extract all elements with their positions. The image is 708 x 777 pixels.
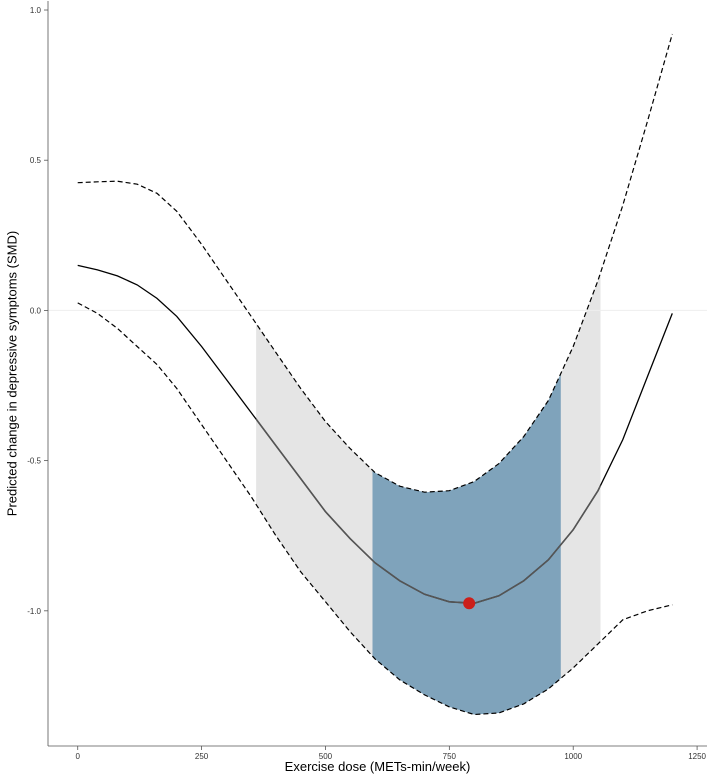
x-tick-label: 750 xyxy=(443,752,457,761)
clinically-meaningful-range-area xyxy=(372,373,561,715)
lower-confidence-bound-line xyxy=(77,302,673,716)
series-lines xyxy=(77,33,673,716)
y-axis-title: Predicted change in depressive symptoms … xyxy=(5,231,20,516)
x-axis-ticks: 0 250 500 750 1000 1250 xyxy=(76,746,707,761)
y-tick-label: 1.0 xyxy=(30,6,42,15)
x-axis-title: Exercise dose (METs-min/week) xyxy=(285,759,471,774)
upper-confidence-bound-line xyxy=(77,33,673,493)
x-tick-label: 1250 xyxy=(688,752,706,761)
y-axis-ticks: 1.0 0.5 0.0 -0.5 -1.0 xyxy=(27,6,48,616)
optimal-dose-point xyxy=(463,597,476,610)
y-tick-label: -0.5 xyxy=(27,457,41,466)
shaded-regions xyxy=(256,272,601,715)
y-tick-label: 0.0 xyxy=(30,306,42,315)
y-tick-label: 0.5 xyxy=(30,156,42,165)
x-tick-label: 0 xyxy=(76,752,81,761)
axes xyxy=(47,1,707,747)
x-tick-label: 500 xyxy=(319,752,333,761)
x-tick-label: 250 xyxy=(195,752,209,761)
x-tick-label: 1000 xyxy=(564,752,582,761)
y-tick-label: -1.0 xyxy=(27,607,41,616)
estimate-line-in-range xyxy=(256,417,601,605)
highlight-points xyxy=(463,597,476,610)
